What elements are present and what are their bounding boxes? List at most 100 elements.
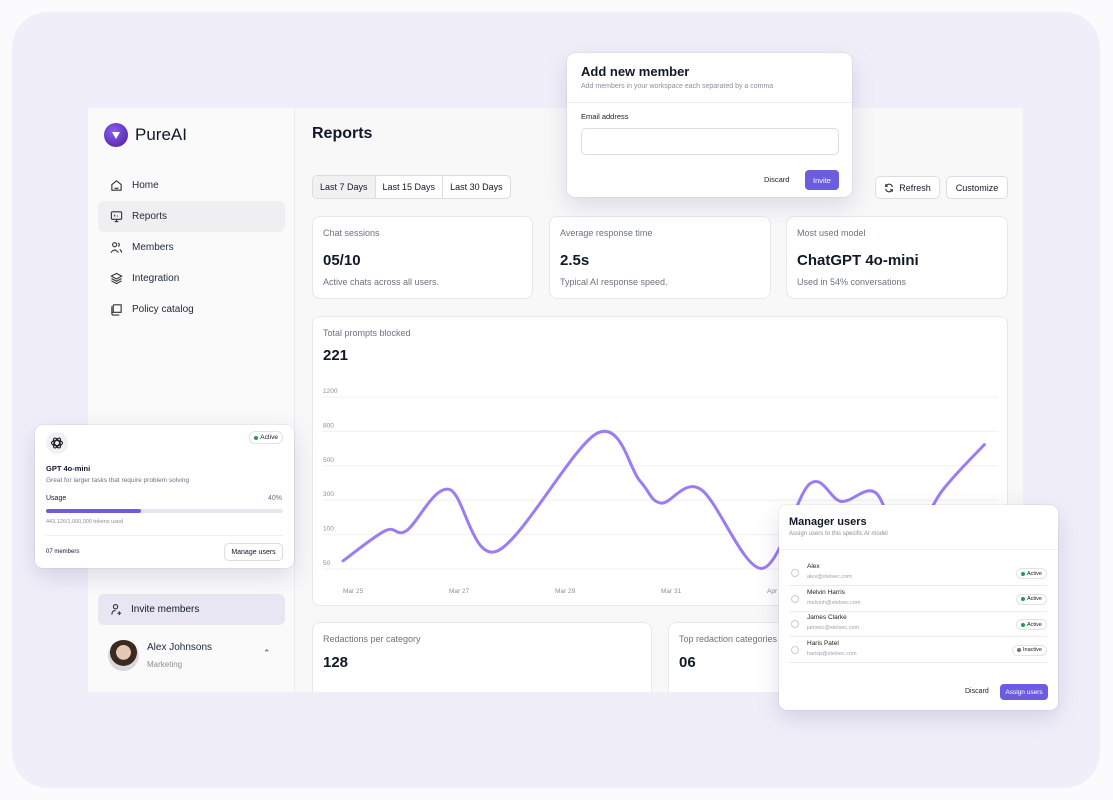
status-text: Inactive xyxy=(1023,647,1042,653)
stat-card-most-used-model: Most used model ChatGPT 4o-mini Used in … xyxy=(786,216,1008,299)
sidebar-item-home[interactable]: Home xyxy=(98,170,285,201)
user-email: jamesc@xtelsec.com xyxy=(807,625,860,631)
status-badge: Active xyxy=(1016,593,1047,605)
user-plus-icon xyxy=(111,604,122,616)
sidebar-item-integration[interactable]: Integration xyxy=(98,263,285,294)
user-name: Alex Johnsons xyxy=(147,642,213,653)
layers-icon xyxy=(110,272,123,285)
chart-label: Total prompts blocked xyxy=(323,328,411,338)
user-checkbox[interactable] xyxy=(791,620,799,628)
status-dot xyxy=(254,435,259,440)
date-range-selector: Last 7 Days Last 15 Days Last 30 Days xyxy=(312,175,511,199)
invite-members-label: Invite members xyxy=(131,604,200,615)
user-checkbox[interactable] xyxy=(791,569,799,577)
sidebar-item-label: Policy catalog xyxy=(132,304,194,315)
stat-subtext: Typical AI response speed. xyxy=(560,277,668,287)
avatar xyxy=(108,640,139,671)
status-text: Active xyxy=(1027,596,1042,602)
x-tick-label: Mar 27 xyxy=(449,588,470,595)
status-text: Active xyxy=(260,434,278,441)
manage-users-button[interactable]: Manage users xyxy=(224,543,283,561)
usage-label: Usage xyxy=(46,495,67,502)
customize-button[interactable]: Customize xyxy=(946,176,1008,199)
invite-members-button[interactable]: Invite members xyxy=(98,594,285,625)
user-name: Alex xyxy=(807,563,820,570)
usage-bar-fill xyxy=(46,509,141,513)
redactions-per-category-card: Redactions per category 128 xyxy=(312,622,652,692)
range-last-7-days[interactable]: Last 7 Days xyxy=(313,176,376,198)
sidebar: PureAI Home Reports Members Integration … xyxy=(88,108,295,692)
refresh-button[interactable]: Refresh xyxy=(875,176,940,199)
card-value: 06 xyxy=(679,654,696,671)
sidebar-item-reports[interactable]: Reports xyxy=(98,201,285,232)
assign-users-button[interactable]: Assign users xyxy=(1000,684,1048,700)
book-icon xyxy=(111,304,122,316)
user-row[interactable]: James Clarke jamesc@xtelsec.com Active xyxy=(789,612,1047,637)
user-name: James Clarke xyxy=(807,614,847,621)
status-badge: Active xyxy=(1016,619,1047,630)
invite-button[interactable]: Invite xyxy=(805,170,839,190)
email-input[interactable] xyxy=(581,128,839,155)
status-badge: Active xyxy=(1016,568,1047,579)
home-icon xyxy=(111,180,122,191)
members-count: 07 members xyxy=(46,549,80,555)
openai-icon xyxy=(46,432,68,454)
usage-percent: 40% xyxy=(267,495,282,502)
status-dot xyxy=(1021,622,1026,627)
logo: PureAI xyxy=(104,123,187,147)
card-label: Redactions per category xyxy=(323,634,421,644)
model-card: Active GPT 4o-mini Great for larger task… xyxy=(35,425,294,568)
user-row[interactable]: Melvin Harris melvinh@xtelsec.com Active xyxy=(789,587,1047,612)
user-checkbox[interactable] xyxy=(791,594,799,603)
x-tick-label: Mar 29 xyxy=(555,588,576,595)
range-last-15-days[interactable]: Last 15 Days xyxy=(376,176,444,198)
y-tick-label: 300 xyxy=(323,491,334,498)
y-tick-label: 1200 xyxy=(323,388,338,395)
x-tick-label: Mar 25 xyxy=(343,588,364,595)
stat-value: 2.5s xyxy=(560,252,590,269)
stat-value: ChatGPT 4o-mini xyxy=(797,252,919,269)
y-tick-label: 50 xyxy=(323,560,331,567)
chart-total-value: 221 xyxy=(323,347,349,364)
card-label: Top redaction categories xyxy=(679,634,778,644)
refresh-icon xyxy=(885,183,894,192)
sidebar-item-members[interactable]: Members xyxy=(98,232,285,263)
stat-card-chat-sessions: Chat sessions 05/10 Active chats across … xyxy=(312,216,533,299)
user-row[interactable]: Haris Patel harisp@xtelsec.com Inactive xyxy=(789,638,1047,663)
y-tick-label: 100 xyxy=(323,526,334,533)
card-value: 128 xyxy=(323,654,349,671)
logo-icon xyxy=(104,123,128,147)
sidebar-item-policy-catalog[interactable]: Policy catalog xyxy=(98,294,285,325)
app-name: PureAI xyxy=(135,125,187,144)
usage-bar xyxy=(46,509,283,513)
sidebar-item-label: Home xyxy=(132,180,159,191)
email-label: Email address xyxy=(581,112,629,121)
user-row[interactable]: Alex alex@xtelsec.com Active xyxy=(789,561,1047,586)
divider xyxy=(567,102,852,103)
user-email: melvinh@xtelsec.com xyxy=(807,599,861,606)
users-icon xyxy=(110,242,123,253)
app-window: PureAI Home Reports Members Integration … xyxy=(88,108,1023,692)
stat-label: Average response time xyxy=(560,228,653,238)
modal-subtitle: Assign users to this specific AI model xyxy=(789,531,888,537)
modal-title: Add new member xyxy=(581,64,690,79)
status-dot xyxy=(1021,597,1026,601)
model-description: Great for larger tasks that require prob… xyxy=(46,477,190,484)
modal-title: Manager users xyxy=(789,516,867,528)
discard-button[interactable]: Discard xyxy=(965,688,989,695)
user-profile[interactable]: Alex Johnsons Marketing ⌃ xyxy=(108,640,278,676)
chevron-up-icon[interactable]: ⌃ xyxy=(263,648,271,658)
sidebar-nav: Home Reports Members Integration Policy … xyxy=(98,170,285,325)
divider xyxy=(46,535,283,536)
divider xyxy=(779,549,1058,550)
user-role: Marketing xyxy=(147,660,183,669)
x-tick-label: Mar 31 xyxy=(661,588,682,595)
model-name: GPT 4o-mini xyxy=(46,464,91,473)
discard-button[interactable]: Discard xyxy=(764,175,790,184)
user-checkbox[interactable] xyxy=(791,645,799,654)
status-badge: Inactive xyxy=(1012,644,1047,656)
y-tick-label: 500 xyxy=(323,457,334,464)
stat-subtext: Active chats across all users. xyxy=(323,277,440,287)
range-last-30-days[interactable]: Last 30 Days xyxy=(450,182,503,192)
customize-label: Customize xyxy=(955,182,999,193)
